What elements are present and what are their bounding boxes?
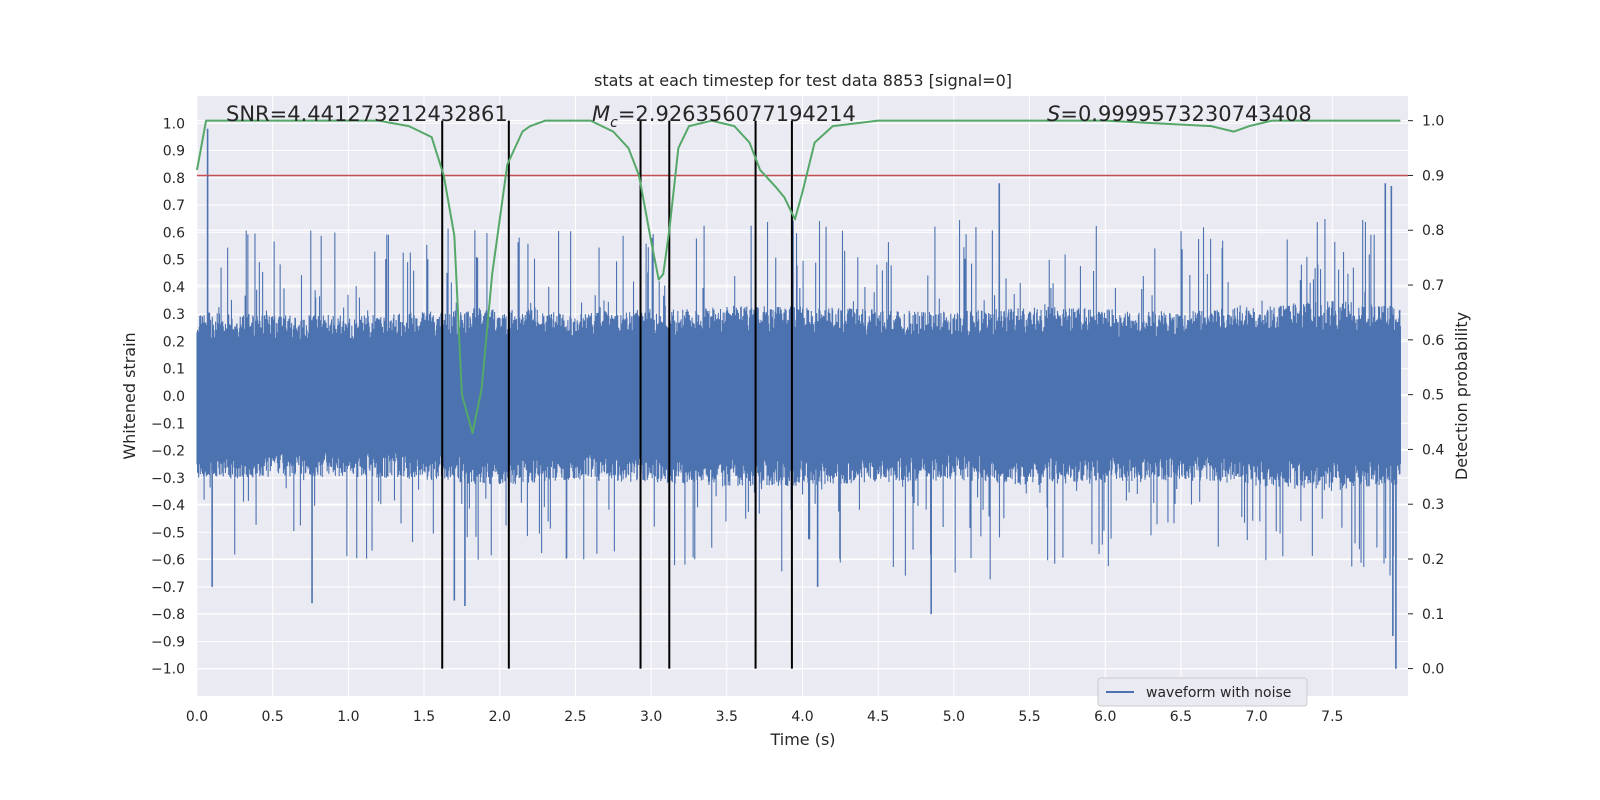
left-tick-label: −0.3 [151, 471, 185, 487]
left-tick-label: −0.7 [151, 580, 185, 596]
x-tick-label: 6.0 [1094, 709, 1116, 725]
right-tick-label: 0.8 [1422, 223, 1444, 239]
right-tick-label: 0.5 [1422, 388, 1444, 404]
left-tick-label: 0.2 [163, 334, 185, 350]
legend-label: waveform with noise [1146, 685, 1291, 701]
left-tick-label: −0.5 [151, 525, 185, 541]
left-tick-label: −0.6 [151, 553, 185, 569]
chart-title: stats at each timestep for test data 885… [594, 71, 1012, 90]
right-tick-label: 0.0 [1422, 662, 1444, 678]
right-tick-label: 0.7 [1422, 278, 1444, 294]
right-tick-label: 1.0 [1422, 114, 1444, 130]
x-tick-label: 4.0 [791, 709, 813, 725]
waveform-with-noise-series [196, 128, 1401, 669]
left-tick-label: −0.9 [151, 634, 185, 650]
left-tick-label: −1.0 [151, 662, 185, 678]
detection-probability-series [196, 119, 1401, 434]
legend: waveform with noise [1097, 677, 1308, 707]
right-tick-label: 0.1 [1422, 607, 1444, 623]
x-tick-label: 1.5 [413, 709, 435, 725]
chirp-mass-subscript: c [610, 115, 618, 131]
right-tick-label: 0.4 [1422, 442, 1444, 458]
left-tick-label: 0.3 [163, 307, 185, 323]
probability-line [196, 119, 1401, 434]
x-tick-label: 5.5 [1018, 709, 1040, 725]
x-tick-label: 3.0 [640, 709, 662, 725]
x-tick-label: 0.0 [186, 709, 208, 725]
left-tick-label: 0.6 [163, 225, 185, 241]
left-tick-label: 0.0 [163, 389, 185, 405]
legend-box [1097, 677, 1308, 707]
right-axis-title: Detection probability [1452, 312, 1471, 480]
snr-annotation: SNR=4.441273212432861 [226, 102, 508, 126]
right-tick-label: 0.6 [1422, 333, 1444, 349]
x-tick-label: 7.5 [1321, 709, 1343, 725]
left-tick-label: 0.1 [163, 362, 185, 378]
left-tick-label: −0.4 [151, 498, 185, 514]
s-symbol: S [1047, 102, 1060, 126]
left-axis-ticks: 1.0 0.9 0.8 0.7 0.6 0.5 0.4 0.3 0.2 0.1 0.0 −0.1 −0.… [151, 116, 185, 677]
right-axis-ticks: 1.0 0.9 0.8 0.7 0.6 0.5 0.4 0.3 0.2 0.1 0.0 [1408, 114, 1444, 678]
left-tick-label: 0.8 [163, 171, 185, 187]
left-tick-label: 0.5 [163, 253, 185, 269]
x-tick-label: 7.0 [1245, 709, 1267, 725]
x-tick-label: 0.5 [262, 709, 284, 725]
left-tick-label: 0.9 [163, 144, 185, 160]
x-tick-label: 6.5 [1170, 709, 1192, 725]
chirp-mass-value: =2.926356077194214 [618, 102, 856, 126]
x-axis-title: Time (s) [769, 730, 835, 749]
chirp-mass-symbol: M [592, 102, 610, 126]
s-value: =0.9999573230743408 [1060, 102, 1311, 126]
left-tick-label: 0.4 [163, 280, 185, 296]
chirp-mass-annotation: Mc=2.926356077194214 [592, 102, 856, 131]
right-tick-label: 0.9 [1422, 168, 1444, 184]
x-tick-label: 5.0 [943, 709, 965, 725]
left-tick-label: −0.1 [151, 416, 185, 432]
right-tick-label: 0.3 [1422, 497, 1444, 513]
x-tick-label: 2.0 [489, 709, 511, 725]
left-tick-label: 1.0 [163, 116, 185, 132]
left-tick-label: −0.2 [151, 444, 185, 460]
x-tick-label: 2.5 [564, 709, 586, 725]
x-tick-label: 1.0 [337, 709, 359, 725]
right-tick-label: 0.2 [1422, 552, 1444, 568]
left-tick-label: 0.7 [163, 198, 185, 214]
x-tick-label: 3.5 [716, 709, 738, 725]
left-tick-label: −0.8 [151, 607, 185, 623]
x-axis-ticks: 0.0 0.5 1.0 1.5 2.0 2.5 3.0 3.5 4.0 4.5 5.0 5.5 6.0 6… [186, 709, 1344, 725]
left-axis-title: Whitened strain [120, 332, 139, 459]
s-annotation: S=0.9999573230743408 [1047, 102, 1312, 126]
x-tick-label: 4.5 [867, 709, 889, 725]
